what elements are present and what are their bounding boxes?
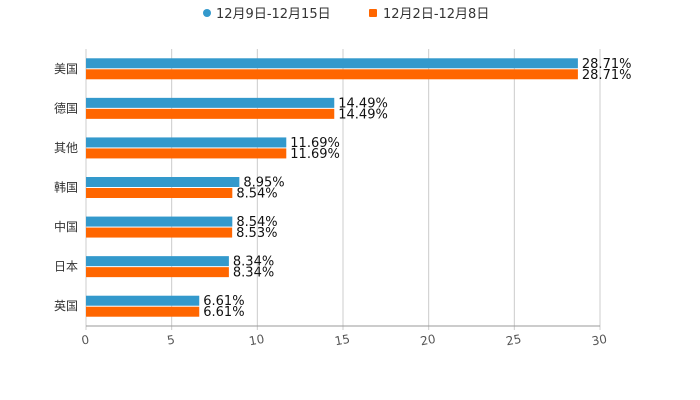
data-label-series-2-7: 6.61% [203, 305, 244, 320]
data-label-series-1-5: 8.54% [236, 215, 277, 230]
gridlines [85, 49, 601, 330]
legend-marker-series-1 [203, 9, 211, 17]
legend-label-series-2: 12月2日-12月8日 [383, 7, 489, 22]
category-label: 美国 [54, 62, 78, 76]
data-label-series-2-3: 11.69% [290, 147, 340, 162]
bar-series-1-6 [86, 256, 229, 267]
data-label-series-1-3: 11.69% [290, 136, 340, 151]
data-label-series-1-7: 6.61% [203, 294, 244, 309]
x-tick-label: 30 [591, 332, 608, 348]
x-tick-label: 0 [80, 333, 90, 348]
bar-series-2-2 [86, 108, 335, 119]
bar-series-2-1 [86, 69, 578, 80]
data-label-series-2-5: 8.53% [236, 226, 277, 241]
data-label-series-2-2: 14.49% [338, 107, 388, 122]
bar-series-2-3 [86, 148, 287, 159]
bar-series-1-5 [86, 216, 233, 227]
legend-marker-series-2 [369, 9, 377, 17]
x-tick-label: 15 [334, 332, 351, 348]
bar-series-2-6 [86, 267, 229, 278]
category-label: 日本 [54, 260, 78, 274]
data-label-series-2-4: 8.54% [236, 187, 277, 202]
data-label-series-1-1: 28.71% [582, 57, 632, 72]
bar-series-1-3 [86, 137, 287, 148]
data-label-series-2-1: 28.71% [582, 68, 632, 83]
category-label: 英国 [54, 299, 78, 313]
data-label-series-2-6: 8.34% [233, 266, 274, 281]
bar-series-2-7 [86, 306, 200, 317]
category-label: 韩国 [54, 180, 78, 195]
x-tick-label: 5 [166, 333, 176, 348]
category-label: 德国 [54, 100, 78, 115]
data-label-series-1-6: 8.34% [233, 255, 274, 270]
bar-series-2-5 [86, 227, 233, 238]
bar-series-1-7 [86, 295, 200, 306]
data-label-series-1-4: 8.95% [243, 176, 284, 191]
x-tick-label: 20 [419, 332, 436, 348]
data-label-series-1-2: 14.49% [338, 96, 388, 111]
bar-series-1-4 [86, 177, 240, 187]
legend: 12月9日-12月15日 12月2日-12月8日 [203, 7, 489, 22]
category-label: 中国 [54, 219, 78, 234]
x-axis: 0 5 10 15 20 25 30 [80, 325, 608, 348]
bars [86, 58, 578, 317]
bar-series-1-2 [86, 97, 335, 108]
x-tick-label: 10 [248, 332, 265, 348]
bar-series-1-1 [86, 58, 578, 69]
data-labels: 28.71%28.71% 14.49%14.49% 11.69%11.69% 8.95… [203, 57, 631, 320]
legend-label-series-1: 12月9日-12月15日 [216, 7, 331, 22]
x-tick-label: 25 [505, 332, 522, 348]
category-label: 其他 [54, 141, 78, 155]
bar-series-2-4 [86, 188, 233, 198]
